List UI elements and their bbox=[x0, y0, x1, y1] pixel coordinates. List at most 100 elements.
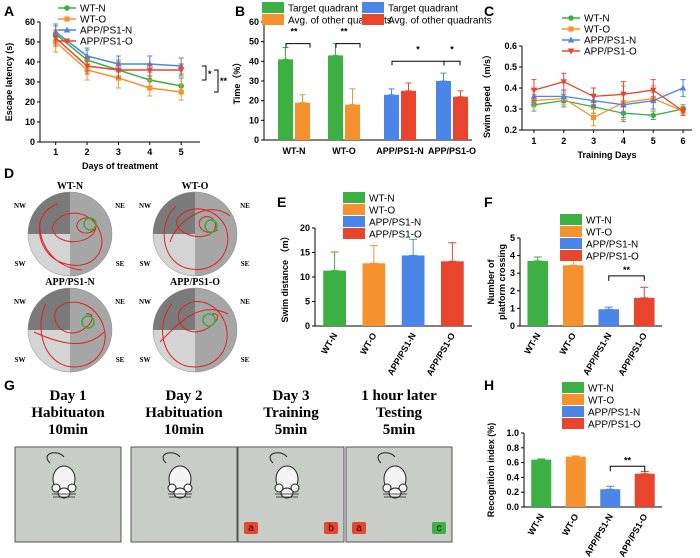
x-tick-label: WT-O bbox=[558, 331, 578, 356]
y-axis-title: platform crossing bbox=[497, 244, 507, 320]
series-line bbox=[533, 97, 684, 119]
legend-label: WT-O bbox=[369, 206, 395, 217]
y-tick-label: 0.2 bbox=[506, 487, 519, 497]
legend-swatch bbox=[560, 226, 582, 237]
x-tick-label: APP/PS1-O bbox=[617, 512, 650, 558]
x-tick-label: APP/PS1-N bbox=[385, 331, 417, 377]
y-tick-label: 10 bbox=[25, 117, 35, 127]
legend-swatch bbox=[262, 2, 284, 13]
legend-label: WT-N bbox=[586, 216, 612, 227]
quadrant-label: NE bbox=[240, 202, 250, 210]
bar bbox=[401, 90, 416, 140]
object-a bbox=[352, 522, 366, 534]
y-axis-title: Swim distance （m） bbox=[280, 231, 290, 322]
bar bbox=[440, 261, 464, 326]
quadrant-nw bbox=[28, 192, 70, 234]
sig-label: * bbox=[450, 44, 454, 54]
legend-label: WT-O bbox=[586, 228, 612, 239]
bar bbox=[600, 489, 621, 507]
x-tick-label: WT-N bbox=[319, 331, 339, 356]
quadrant-ne bbox=[70, 288, 112, 330]
series-line bbox=[533, 81, 684, 112]
quadrant-label: SW bbox=[15, 356, 26, 364]
sig-bracket bbox=[608, 275, 645, 281]
stage-title: Day 2 bbox=[165, 388, 202, 404]
x-tick-label: WT-O bbox=[560, 512, 580, 537]
pool-title: WT-N bbox=[57, 181, 84, 192]
data-point bbox=[177, 67, 185, 74]
panel-d-swim-paths: WT-N NW NE SW SE WT-O NW NE SW SE APP/PS1-N NW NE SW S… bbox=[14, 181, 250, 373]
legend-marker bbox=[568, 26, 574, 32]
data-point bbox=[83, 52, 91, 59]
sig-label: ** bbox=[220, 76, 228, 86]
bar bbox=[453, 96, 468, 140]
y-tick-label: 3 bbox=[510, 268, 515, 278]
mouse-whiskers bbox=[52, 493, 76, 498]
bar bbox=[278, 59, 293, 140]
legend-label: Target quadrant bbox=[288, 4, 358, 15]
legend-swatch bbox=[262, 14, 284, 25]
x-tick-label: APP/PS1-N bbox=[583, 512, 615, 558]
y-tick-label: 30 bbox=[249, 76, 259, 86]
y-tick-label: 0.3 bbox=[504, 104, 517, 114]
legend-swatch bbox=[562, 382, 584, 393]
quadrant-label: NE bbox=[115, 202, 125, 210]
pool-2 bbox=[153, 192, 237, 276]
legend-swatch bbox=[562, 406, 584, 417]
platform-marker bbox=[83, 217, 97, 231]
legend-swatch bbox=[343, 192, 365, 203]
x-tick-label: APP/PS1-O bbox=[428, 146, 476, 156]
quadrant-label: SW bbox=[140, 356, 151, 364]
legend-marker bbox=[567, 48, 575, 55]
x-tick-label: 3 bbox=[116, 147, 121, 157]
x-tick-label: 1 bbox=[53, 147, 58, 157]
x-tick-label: WT-N bbox=[283, 146, 306, 156]
y-tick-label: 0 bbox=[30, 137, 35, 147]
series-line bbox=[533, 87, 684, 106]
quadrant-label: NW bbox=[14, 202, 26, 210]
platform-marker bbox=[202, 313, 216, 327]
data-point bbox=[650, 87, 657, 94]
arena-box bbox=[130, 446, 238, 543]
legend-label: APP/PS1-N bbox=[80, 26, 132, 37]
mouse-ear bbox=[382, 483, 392, 493]
quadrant-label: NE bbox=[240, 298, 250, 306]
y-axis-title: Escape latency (s) bbox=[4, 43, 14, 122]
legend-label: APP/PS1-O bbox=[584, 47, 637, 58]
pool-outline bbox=[152, 191, 238, 277]
pool-outline bbox=[27, 191, 113, 277]
legend-marker bbox=[63, 26, 71, 33]
quadrant-label: NW bbox=[14, 298, 26, 306]
bar bbox=[531, 459, 552, 507]
y-tick-label: 5 bbox=[510, 233, 515, 243]
y-tick-label: 20 bbox=[300, 223, 310, 233]
y-tick-label: 0.5 bbox=[504, 62, 517, 72]
y-tick-label: 0.4 bbox=[506, 472, 519, 482]
mouse-ear bbox=[67, 483, 77, 493]
quadrant-label: SW bbox=[140, 260, 151, 268]
legend-label: WT-N bbox=[584, 14, 610, 25]
mouse-tail bbox=[269, 452, 288, 464]
x-tick-label: 5 bbox=[179, 147, 184, 157]
sig-bracket bbox=[202, 65, 207, 81]
mouse-whiskers bbox=[383, 493, 407, 498]
y-tick-label: 5 bbox=[305, 297, 310, 307]
swim-path bbox=[163, 205, 231, 270]
legend-label: APP/PS1-O bbox=[369, 230, 422, 241]
legend-swatch bbox=[343, 204, 365, 215]
data-point bbox=[52, 35, 59, 42]
quadrant-label: NW bbox=[139, 202, 151, 210]
sig-bracket bbox=[214, 69, 219, 93]
mouse-whiskers bbox=[168, 493, 192, 498]
bar bbox=[565, 456, 586, 507]
data-point bbox=[590, 114, 597, 120]
bar bbox=[633, 297, 655, 326]
bar bbox=[527, 260, 549, 326]
pool-outline bbox=[152, 287, 238, 373]
legend-marker bbox=[568, 15, 574, 21]
legend-swatch bbox=[560, 250, 582, 261]
y-tick-label: 60 bbox=[25, 17, 35, 27]
mouse-ear bbox=[290, 483, 300, 493]
y-tick-label: 1.0 bbox=[506, 428, 519, 438]
swim-path bbox=[33, 301, 106, 368]
